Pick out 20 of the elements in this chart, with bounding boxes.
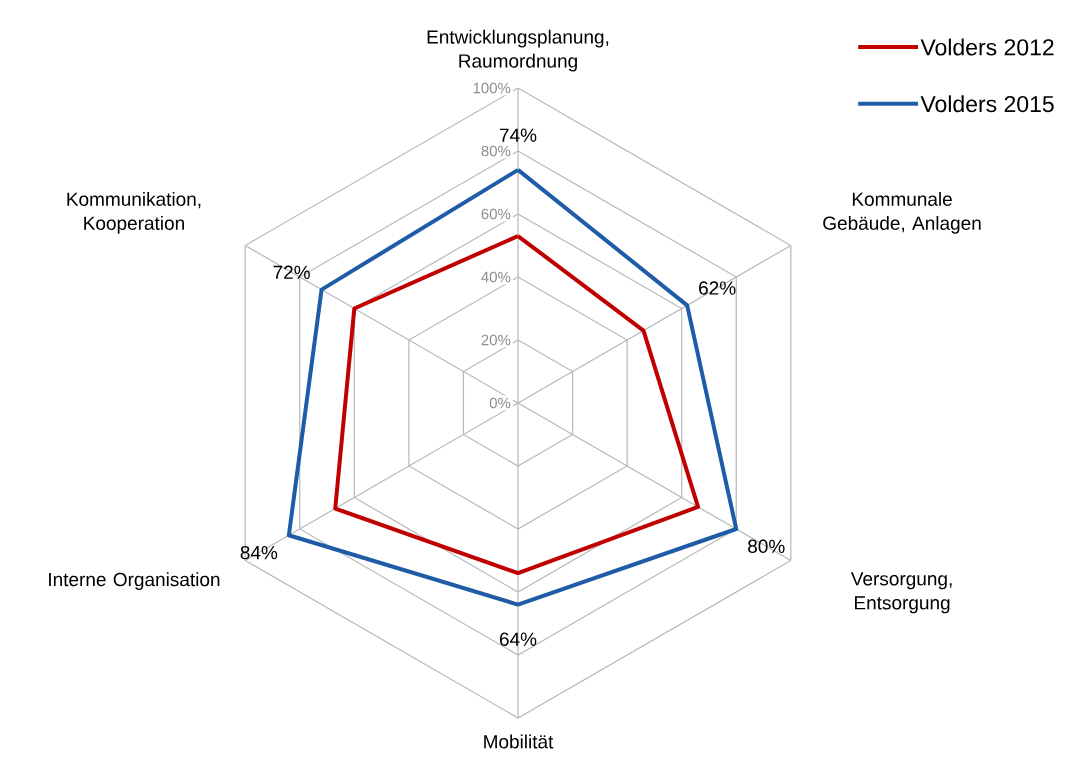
data-label: 80% <box>748 539 785 554</box>
data-label: 74% <box>499 128 537 142</box>
data-label: 84% <box>240 545 278 560</box>
y-tick-label: 20% <box>481 334 511 346</box>
y-tick-label: 60% <box>481 208 511 220</box>
data-label: 72% <box>273 265 310 279</box>
y-tick-label: 80% <box>481 145 511 157</box>
spoke-label: Versorgung, Entsorgung <box>850 572 952 614</box>
data-label: 64% <box>499 632 537 646</box>
spoke-label: Entwicklungsplanung, Raumordnung <box>427 29 609 72</box>
data-label: 62% <box>699 281 736 295</box>
legend-label: Volders 2015 <box>920 95 1054 113</box>
spoke-label: Mobilität <box>484 734 554 749</box>
spoke-label: Interne Organisation <box>49 572 220 590</box>
y-tick-label: 0% <box>489 397 511 409</box>
legend-label: Volders 2012 <box>920 38 1054 56</box>
y-tick-label: 100% <box>473 82 511 94</box>
y-tick-label: 40% <box>481 271 511 283</box>
spoke-label: Kommunale Gebäude, Anlagen <box>823 191 981 234</box>
spoke-label: Kommunikation, Kooperation <box>67 191 201 234</box>
